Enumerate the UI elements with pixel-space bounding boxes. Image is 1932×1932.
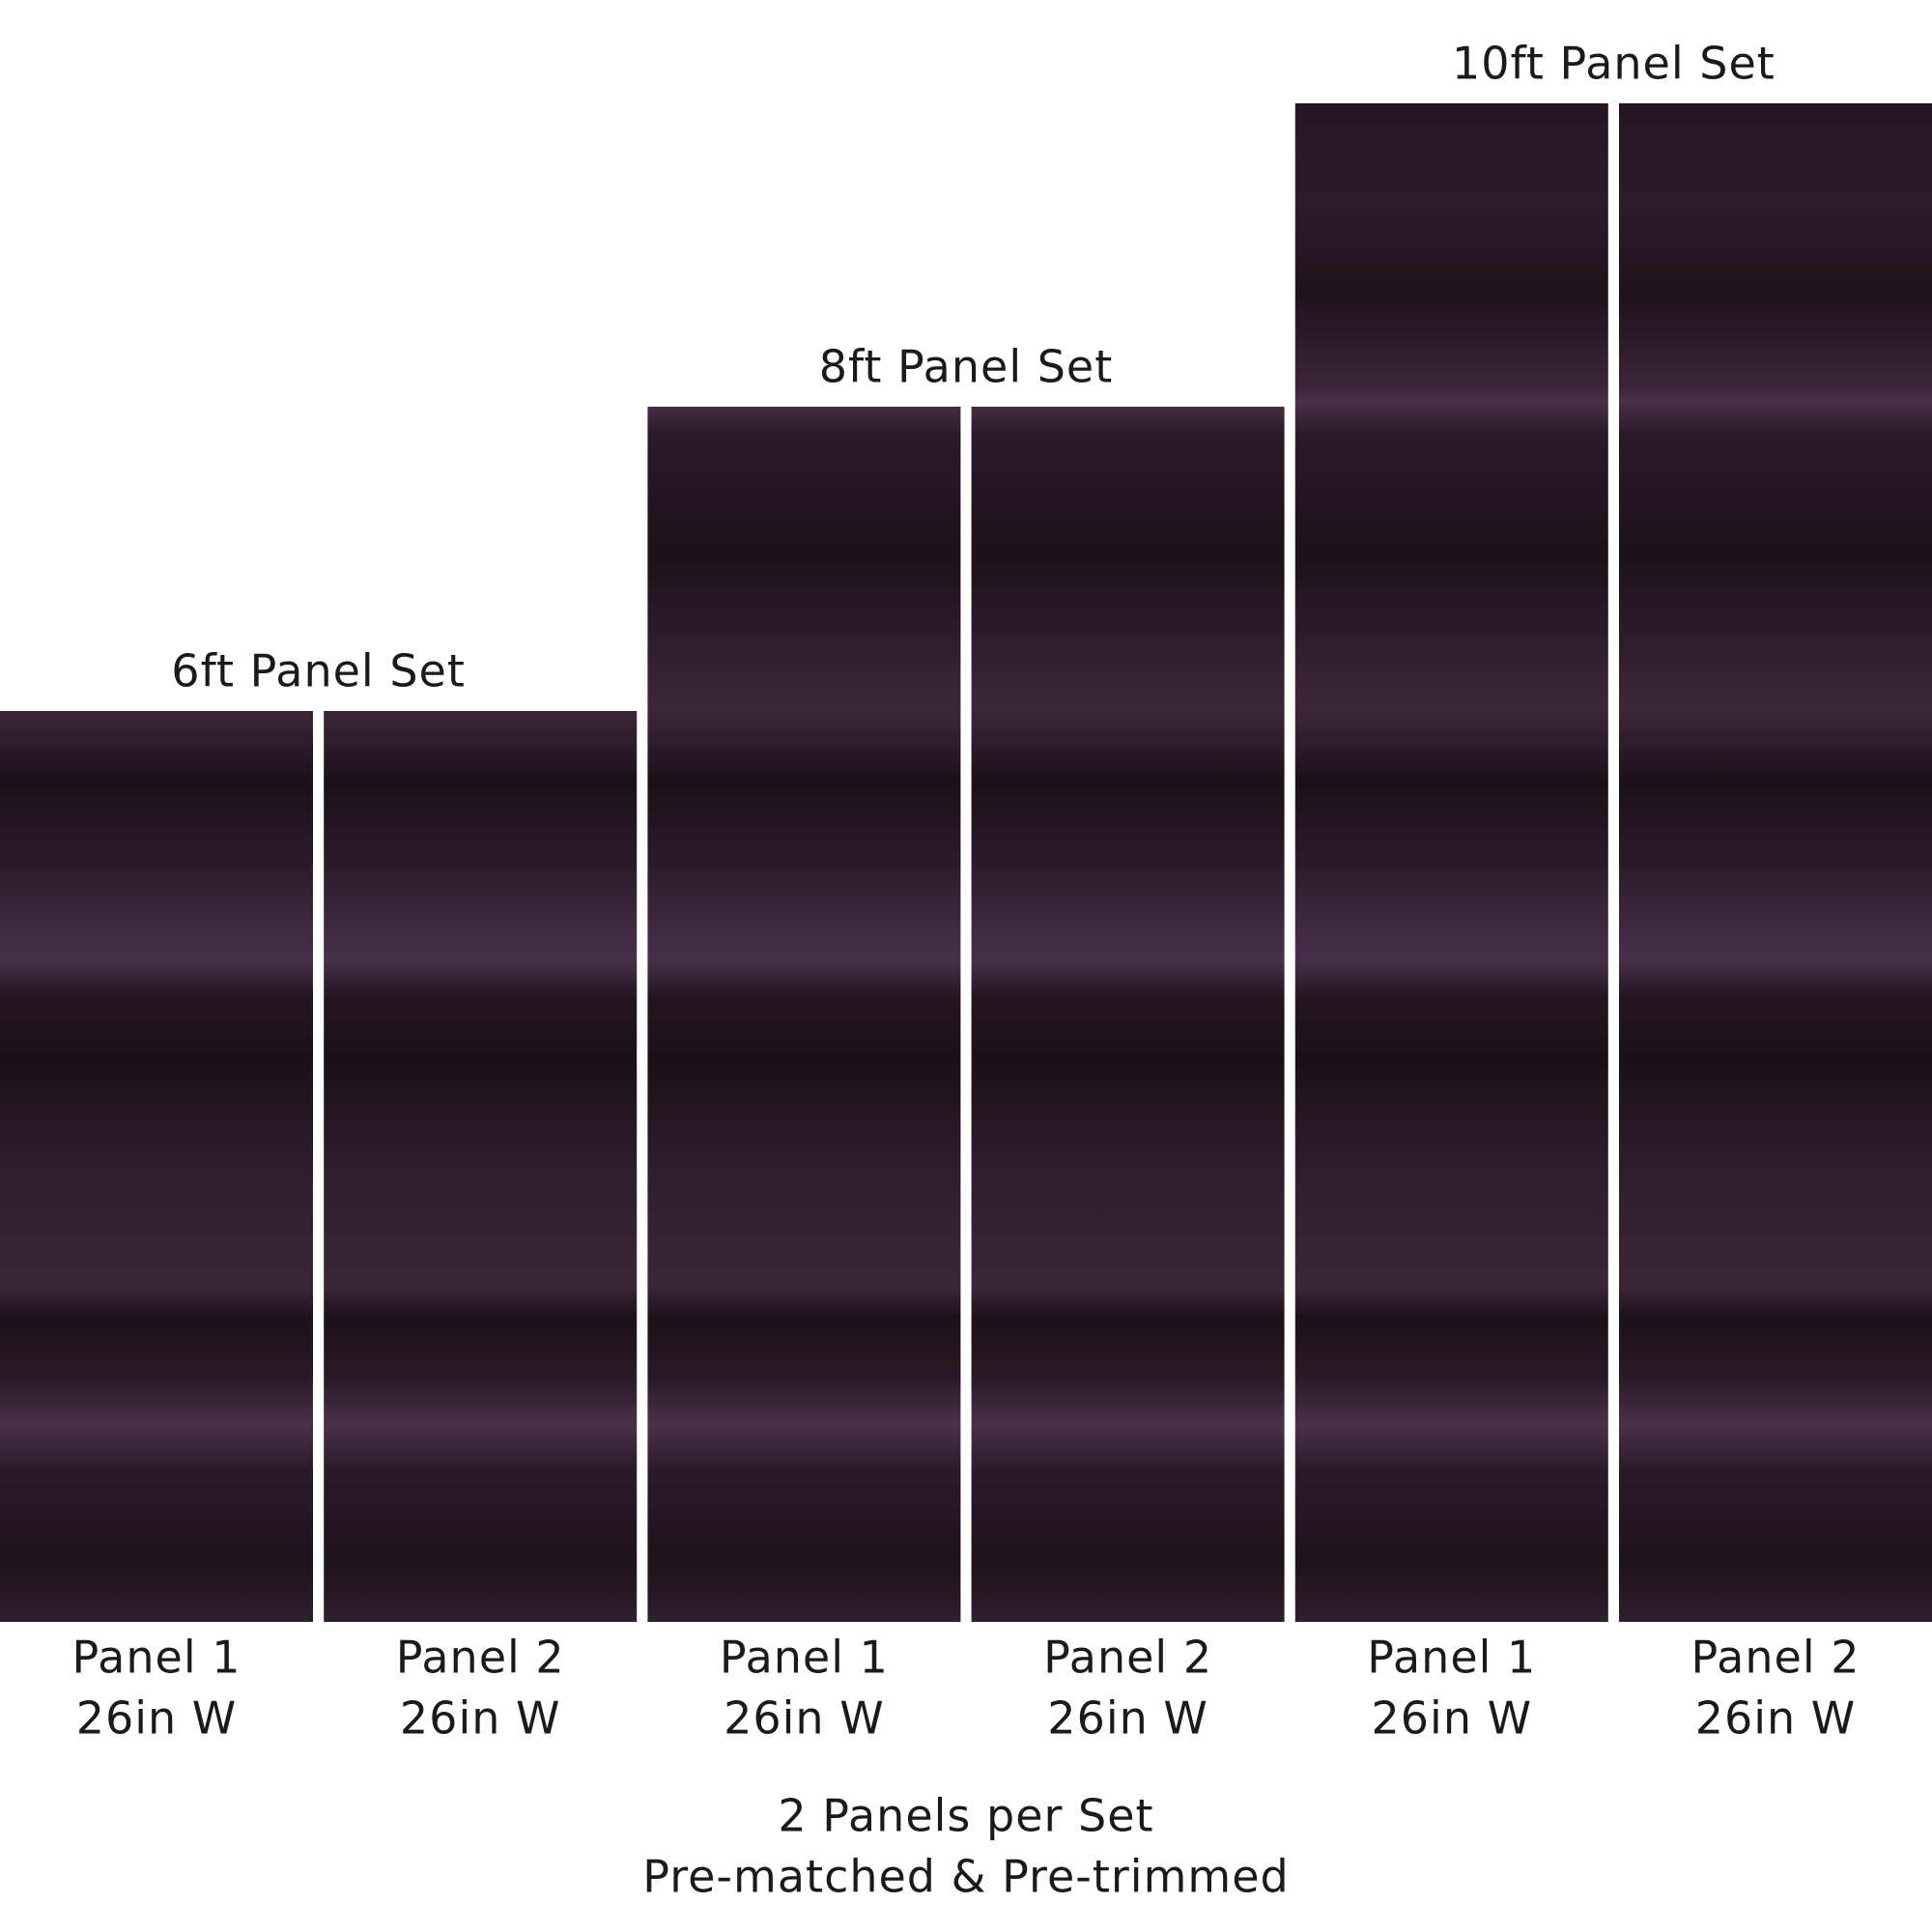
panel <box>1294 103 1608 1622</box>
content: 6ft Panel Set Panel 1 26in W Panel 2 26in W 8… <box>0 38 1932 1903</box>
set-title: 8ft Panel Set <box>819 341 1114 393</box>
set-title: 10ft Panel Set <box>1452 38 1776 90</box>
panel <box>324 711 638 1622</box>
panel-label: Panel 1 <box>1367 1632 1536 1684</box>
panel-width: 26in W <box>76 1692 238 1745</box>
panel-label: Panel 2 <box>396 1632 565 1684</box>
set-title: 6ft Panel Set <box>171 645 466 697</box>
panel-width: 26in W <box>400 1692 561 1745</box>
panel-label: Panel 2 <box>1043 1632 1212 1684</box>
panel-width: 26in W <box>1372 1692 1533 1745</box>
panel <box>971 407 1285 1622</box>
panel <box>647 407 961 1622</box>
panel-label: Panel 2 <box>1691 1632 1861 1684</box>
panel-width: 26in W <box>724 1692 885 1745</box>
panel-width: 26in W <box>1047 1692 1208 1745</box>
footer-line: 2 Panels per Set <box>778 1790 1153 1842</box>
footer-line: Pre-matched & Pre-trimmed <box>642 1851 1289 1903</box>
panel-label: Panel 1 <box>720 1632 889 1684</box>
panel-label: Panel 1 <box>72 1632 242 1684</box>
panel <box>1619 103 1932 1622</box>
panel-width: 26in W <box>1695 1692 1857 1745</box>
panel <box>0 711 313 1622</box>
